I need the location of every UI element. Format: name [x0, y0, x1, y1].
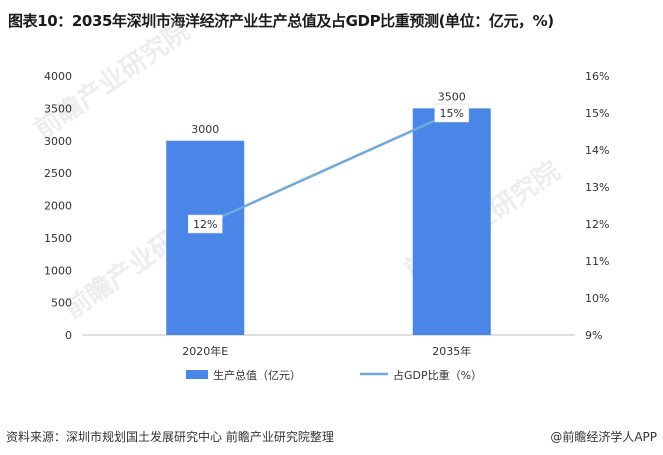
legend-label-line: 占GDP比重（%）	[393, 368, 482, 382]
y-left-tick-label: 1000	[44, 264, 72, 277]
chart-title: 图表10：2035年深圳市海洋经济产业生产总值及占GDP比重预测(单位：亿元，%…	[8, 12, 554, 30]
line-data-label-box	[187, 214, 223, 234]
legend-swatch-bar	[186, 370, 208, 379]
y-right-tick-label: 10%	[585, 292, 609, 305]
bar	[166, 140, 245, 335]
y-right-tick-label: 15%	[585, 107, 609, 120]
y-left-tick-label: 1500	[44, 232, 72, 245]
publisher-logo: @前瞻经济学人APP	[550, 430, 657, 444]
source-note: 资料来源：深圳市规划国土发展研究中心 前瞻产业研究院整理	[6, 430, 334, 444]
y-left-tick-label: 3500	[44, 102, 72, 115]
line-series	[204, 111, 453, 226]
y-left-tick-label: 500	[51, 297, 72, 310]
y-right-tick-label: 11%	[585, 255, 609, 268]
line-data-label: 15%	[440, 107, 464, 120]
y-left-tick-label: 2000	[44, 200, 72, 213]
y-right-tick-label: 9%	[585, 329, 602, 342]
y-left-tick-label: 0	[65, 329, 72, 342]
line-data-label-box	[434, 103, 470, 123]
y-right-tick-label: 12%	[585, 218, 609, 231]
y-left-tick-label: 2500	[44, 167, 72, 180]
y-right-tick-label: 14%	[585, 144, 609, 157]
x-tick-label: 2035年	[432, 344, 471, 358]
y-left-tick-label: 3000	[44, 135, 72, 148]
line-data-label: 12%	[193, 218, 217, 231]
legend-label-bar: 生产总值（亿元）	[213, 368, 301, 382]
bar	[412, 108, 491, 335]
y-left-tick-label: 4000	[44, 70, 72, 83]
bar-value-label: 3500	[438, 90, 466, 103]
x-tick-label: 2020年E	[182, 344, 228, 358]
y-right-tick-label: 13%	[585, 181, 609, 194]
bar-value-label: 3000	[191, 123, 219, 136]
y-right-tick-label: 16%	[585, 70, 609, 83]
